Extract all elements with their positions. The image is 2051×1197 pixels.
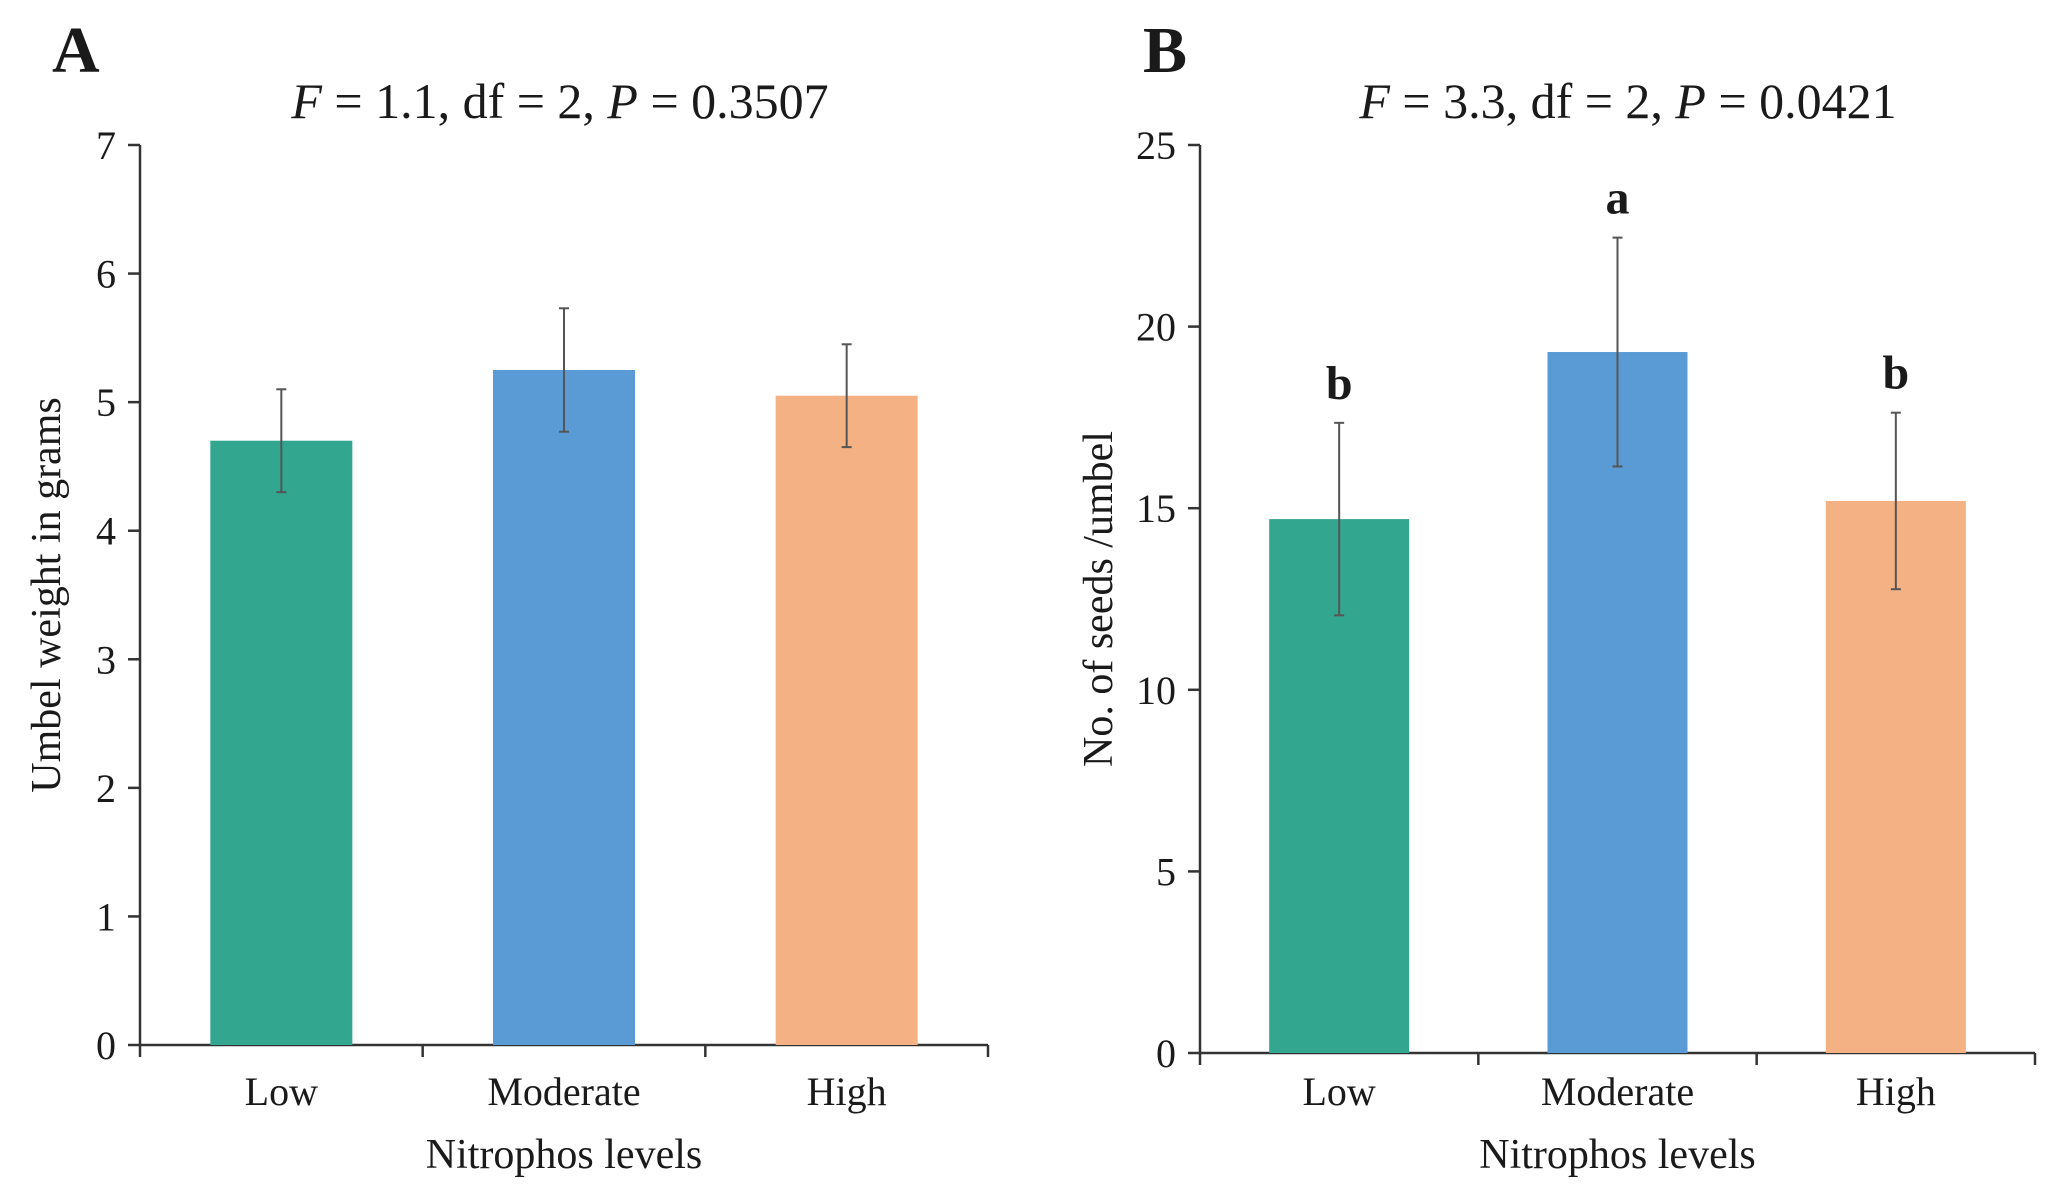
panel-a: A F = 1.1, df = 2, P = 0.3507 0 1 2 3 4 5 6 7 Low M… — [24, 14, 990, 1178]
y-tick-label: 4 — [96, 509, 116, 554]
x-category-label: Low — [245, 1069, 318, 1114]
x-axis-label: Nitrophos levels — [1479, 1132, 1755, 1178]
y-tick-label: 5 — [1156, 849, 1176, 894]
x-axis-label: Nitrophos levels — [426, 1132, 702, 1178]
y-tick-label: 6 — [96, 252, 116, 297]
y-tick-label: 10 — [1136, 668, 1176, 713]
chart-title: F = 1.1, df = 2, P = 0.3507 — [290, 73, 828, 129]
significance-letter: b — [1326, 357, 1353, 410]
bar-high — [775, 395, 918, 1045]
y-tick-label: 7 — [96, 123, 116, 168]
panel-letter: B — [1143, 14, 1187, 87]
panel-b: B F = 3.3, df = 2, P = 0.0421 0 5 10 15 20 25 b L… — [1076, 14, 2037, 1178]
significance-letter: b — [1882, 347, 1909, 400]
y-axis-label: No. of seeds /umbel — [1076, 431, 1122, 767]
y-tick-label: 0 — [96, 1023, 116, 1068]
y-tick-label: 0 — [1156, 1031, 1176, 1076]
y-tick-label: 1 — [96, 894, 116, 939]
x-category-label: Moderate — [487, 1069, 640, 1114]
y-tick-label: 2 — [96, 766, 116, 811]
y-axis-label: Umbel weight in grams — [24, 397, 70, 792]
bar-moderate — [493, 370, 635, 1045]
x-category-label: Moderate — [1541, 1069, 1694, 1114]
bar-moderate — [1547, 352, 1688, 1053]
bar-low — [210, 440, 353, 1045]
x-category-label: Low — [1303, 1069, 1376, 1114]
y-tick-label: 15 — [1136, 486, 1176, 531]
bar-high — [1825, 500, 1966, 1053]
x-category-label: High — [807, 1069, 887, 1114]
y-tick-label: 25 — [1136, 123, 1176, 168]
y-tick-label: 5 — [96, 380, 116, 425]
y-tick-label: 3 — [96, 637, 116, 682]
chart-title: F = 3.3, df = 2, P = 0.0421 — [1358, 73, 1896, 129]
panel-letter: A — [52, 14, 100, 87]
y-tick-label: 20 — [1136, 305, 1176, 350]
x-category-label: High — [1856, 1069, 1936, 1114]
significance-letter: a — [1606, 172, 1630, 225]
